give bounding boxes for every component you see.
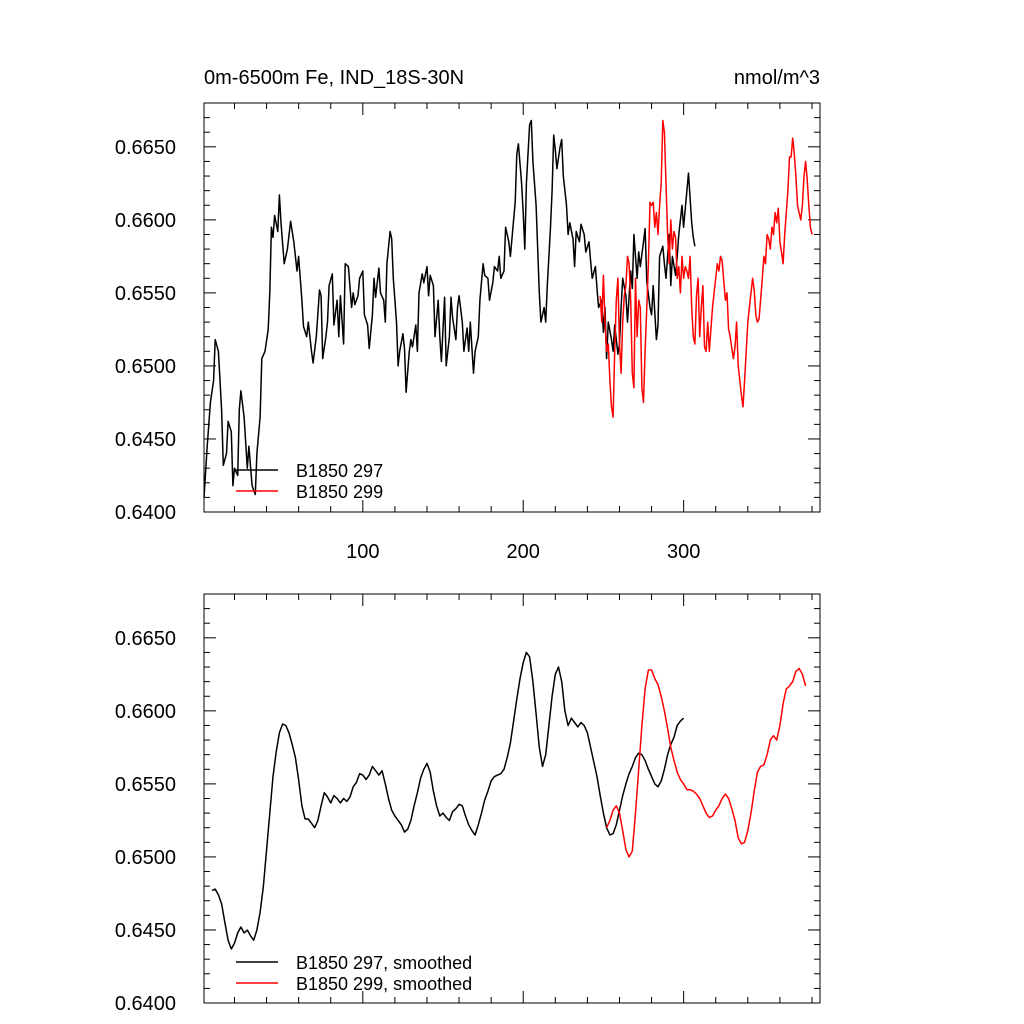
- axis-ticks: [204, 593, 820, 1004]
- axis-ticks: [204, 102, 820, 513]
- y-tick-label: 0.6500: [115, 847, 176, 869]
- plot-frame: [203, 102, 821, 513]
- y-tick-label: 0.6650: [115, 137, 176, 159]
- x-tick-label: 200: [507, 541, 540, 563]
- series-line-b1850-299: [599, 119, 813, 418]
- raw-timeseries-panel: 0m-6500m Fe, IND_18S-30N nmol/m^3 0.6400…: [115, 67, 821, 563]
- y-axis-tick-labels: 0.6400 0.6450 0.6500 0.6550 0.6600 0.665…: [115, 137, 176, 524]
- plot-frame: [203, 593, 821, 1004]
- y-tick-label: 0.6550: [115, 283, 176, 305]
- legend-label: B1850 297: [296, 461, 383, 481]
- panel-title: 0m-6500m Fe, IND_18S-30N: [204, 67, 464, 89]
- legend-label: B1850 299: [296, 482, 383, 502]
- y-tick-label: 0.6600: [115, 210, 176, 232]
- series-line-b1850-297-smoothed: [211, 651, 685, 950]
- y-tick-label: 0.6500: [115, 356, 176, 378]
- y-tick-label: 0.6600: [115, 701, 176, 723]
- legend-label: B1850 299, smoothed: [296, 974, 472, 994]
- legend: B1850 297, smoothed B1850 299, smoothed: [236, 953, 472, 994]
- y-tick-label: 0.6450: [115, 429, 176, 451]
- x-tick-label: 300: [667, 541, 700, 563]
- legend: B1850 297 B1850 299: [236, 461, 383, 502]
- y-tick-label: 0.6400: [115, 502, 176, 524]
- units-label: nmol/m^3: [734, 67, 820, 89]
- series-line-b1850-299-smoothed: [605, 667, 807, 858]
- y-tick-label: 0.6650: [115, 628, 176, 650]
- legend-label: B1850 297, smoothed: [296, 953, 472, 973]
- series-line-b1850-297: [203, 119, 696, 498]
- y-tick-label: 0.6400: [115, 993, 176, 1015]
- smoothed-timeseries-panel: 0.6400 0.6450 0.6500 0.6550 0.6600 0.665…: [115, 593, 821, 1015]
- y-axis-tick-labels: 0.6400 0.6450 0.6500 0.6550 0.6600 0.665…: [115, 628, 176, 1015]
- y-tick-label: 0.6450: [115, 920, 176, 942]
- x-axis-tick-labels: 100 200 300: [346, 541, 700, 563]
- y-tick-label: 0.6550: [115, 774, 176, 796]
- x-tick-label: 100: [346, 541, 379, 563]
